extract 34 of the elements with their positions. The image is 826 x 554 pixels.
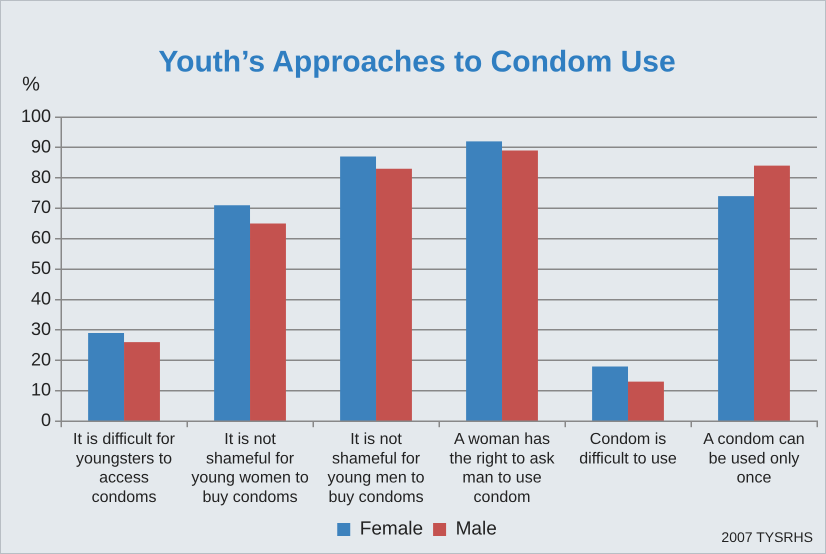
- bar: [214, 205, 250, 420]
- y-axis-title: %: [22, 74, 40, 96]
- text: 2007 TYSRHS: [721, 528, 813, 545]
- bar: [376, 168, 412, 420]
- y-tick-label: 70: [31, 197, 52, 218]
- x-tick-label: Condom is difficult to use: [579, 431, 677, 468]
- bar: [628, 382, 664, 420]
- bar: [502, 150, 538, 420]
- bar: [88, 332, 124, 420]
- y-tick-label: 30: [31, 318, 52, 339]
- y-tick-label: 100: [20, 106, 52, 126]
- bar: [340, 156, 376, 420]
- y-tick-label: 40: [31, 288, 52, 308]
- x-tick-label: A woman has the right to ask man to use condom: [450, 431, 556, 506]
- chart-title: Youth’s Approaches to Condom Use: [158, 45, 676, 78]
- bar: [718, 196, 754, 420]
- bar: [466, 141, 502, 420]
- y-tick-label: 60: [31, 228, 52, 248]
- y-tick-label: 20: [31, 349, 52, 370]
- legend-label: Male: [456, 518, 497, 540]
- x-tick-label: It is difficult for youngsters to access condoms: [73, 431, 176, 506]
- x-tick-label: A condom can be used only once: [703, 431, 805, 487]
- y-tick-label: 80: [31, 166, 52, 187]
- y-tick-label: 0: [41, 410, 52, 430]
- y-tick-label: 50: [31, 258, 52, 278]
- bar: [592, 366, 628, 420]
- y-tick-label: 90: [31, 136, 52, 156]
- x-tick-label: It is not shameful for young women to buy condoms: [191, 431, 309, 506]
- bar: [250, 223, 286, 420]
- bar: [124, 342, 160, 420]
- bar: [754, 166, 790, 420]
- y-tick-label: 10: [31, 380, 52, 400]
- x-tick-label: It is not shameful for young men to buy condoms: [328, 431, 425, 506]
- legend-label: Female: [360, 518, 424, 540]
